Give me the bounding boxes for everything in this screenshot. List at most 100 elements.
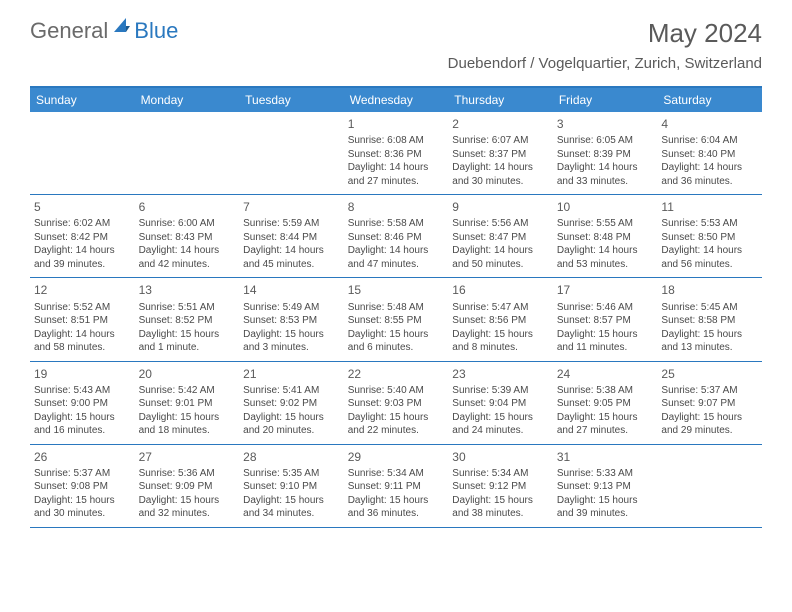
day-info-line: Sunrise: 5:53 AM: [661, 217, 758, 231]
day-cell: 7Sunrise: 5:59 AMSunset: 8:44 PMDaylight…: [239, 195, 344, 277]
day-info-line: Daylight: 15 hours: [557, 411, 654, 425]
day-info-line: Sunset: 8:56 PM: [452, 314, 549, 328]
day-info-line: and 38 minutes.: [452, 507, 549, 521]
day-info-line: and 24 minutes.: [452, 424, 549, 438]
day-info-line: Daylight: 14 hours: [348, 244, 445, 258]
weekday-cell: Saturday: [657, 88, 762, 112]
day-info-line: Sunrise: 5:36 AM: [139, 467, 236, 481]
day-cell: [657, 445, 762, 527]
day-info-line: Sunset: 8:36 PM: [348, 148, 445, 162]
day-info-line: Sunset: 9:09 PM: [139, 480, 236, 494]
day-info-line: Sunrise: 5:37 AM: [661, 384, 758, 398]
day-info-line: Daylight: 15 hours: [243, 328, 340, 342]
day-info-line: and 1 minute.: [139, 341, 236, 355]
day-info-line: Sunrise: 5:56 AM: [452, 217, 549, 231]
day-info-line: Daylight: 14 hours: [34, 244, 131, 258]
day-info-line: Sunset: 8:57 PM: [557, 314, 654, 328]
day-info-line: Daylight: 15 hours: [661, 328, 758, 342]
day-number: 1: [348, 116, 445, 132]
day-info-line: Sunset: 9:12 PM: [452, 480, 549, 494]
day-info-line: Sunset: 8:44 PM: [243, 231, 340, 245]
day-cell: 8Sunrise: 5:58 AMSunset: 8:46 PMDaylight…: [344, 195, 449, 277]
day-info-line: Sunrise: 5:49 AM: [243, 301, 340, 315]
day-info-line: Daylight: 14 hours: [348, 161, 445, 175]
day-cell: 21Sunrise: 5:41 AMSunset: 9:02 PMDayligh…: [239, 362, 344, 444]
day-info-line: and 45 minutes.: [243, 258, 340, 272]
day-info-line: and 53 minutes.: [557, 258, 654, 272]
day-info-line: Sunrise: 5:42 AM: [139, 384, 236, 398]
day-info-line: Daylight: 14 hours: [661, 244, 758, 258]
day-info-line: Sunset: 9:02 PM: [243, 397, 340, 411]
day-info-line: Sunset: 8:58 PM: [661, 314, 758, 328]
day-info-line: Sunrise: 5:33 AM: [557, 467, 654, 481]
weekday-cell: Sunday: [30, 88, 135, 112]
day-info-line: Daylight: 15 hours: [452, 494, 549, 508]
day-cell: 30Sunrise: 5:34 AMSunset: 9:12 PMDayligh…: [448, 445, 553, 527]
day-cell: 26Sunrise: 5:37 AMSunset: 9:08 PMDayligh…: [30, 445, 135, 527]
day-info-line: Daylight: 15 hours: [661, 411, 758, 425]
logo-sail-icon: [112, 16, 132, 39]
day-number: 19: [34, 366, 131, 382]
day-info-line: Sunrise: 5:51 AM: [139, 301, 236, 315]
day-number: 7: [243, 199, 340, 215]
day-info-line: Sunset: 8:53 PM: [243, 314, 340, 328]
day-info-line: Daylight: 14 hours: [452, 244, 549, 258]
location-text: Duebendorf / Vogelquartier, Zurich, Swit…: [448, 55, 762, 72]
day-number: 28: [243, 449, 340, 465]
day-cell: [239, 112, 344, 194]
day-cell: 19Sunrise: 5:43 AMSunset: 9:00 PMDayligh…: [30, 362, 135, 444]
day-cell: 22Sunrise: 5:40 AMSunset: 9:03 PMDayligh…: [344, 362, 449, 444]
day-info-line: Sunrise: 5:43 AM: [34, 384, 131, 398]
calendar: SundayMondayTuesdayWednesdayThursdayFrid…: [30, 86, 762, 528]
day-info-line: Sunset: 9:04 PM: [452, 397, 549, 411]
day-cell: 11Sunrise: 5:53 AMSunset: 8:50 PMDayligh…: [657, 195, 762, 277]
header: General Blue May 2024 Duebendorf / Vogel…: [0, 0, 792, 78]
day-number: 10: [557, 199, 654, 215]
day-number: 30: [452, 449, 549, 465]
day-cell: 10Sunrise: 5:55 AMSunset: 8:48 PMDayligh…: [553, 195, 658, 277]
day-info-line: Sunset: 9:13 PM: [557, 480, 654, 494]
day-info-line: and 32 minutes.: [139, 507, 236, 521]
day-info-line: Sunset: 9:11 PM: [348, 480, 445, 494]
day-cell: 9 Sunrise: 5:56 AMSunset: 8:47 PMDaylight…: [448, 195, 553, 277]
day-number: 12: [34, 282, 131, 298]
day-info-line: and 18 minutes.: [139, 424, 236, 438]
day-cell: [135, 112, 240, 194]
day-cell: 24Sunrise: 5:38 AMSunset: 9:05 PMDayligh…: [553, 362, 658, 444]
day-number: 17: [557, 282, 654, 298]
day-cell: 25Sunrise: 5:37 AMSunset: 9:07 PMDayligh…: [657, 362, 762, 444]
day-cell: 12Sunrise: 5:52 AMSunset: 8:51 PMDayligh…: [30, 278, 135, 360]
day-info-line: Daylight: 15 hours: [557, 494, 654, 508]
day-info-line: Sunset: 8:46 PM: [348, 231, 445, 245]
day-cell: 27 Sunrise: 5:36 AMSunset: 9:09 PMDayligh…: [135, 445, 240, 527]
day-info-line: Daylight: 15 hours: [557, 328, 654, 342]
day-info-line: Sunrise: 5:48 AM: [348, 301, 445, 315]
day-number: 9: [452, 199, 549, 215]
day-number: 25: [661, 366, 758, 382]
day-cell: 17 Sunrise: 5:46 AMSunset: 8:57 PMDayligh…: [553, 278, 658, 360]
day-info-line: Sunrise: 5:46 AM: [557, 301, 654, 315]
day-cell: 5Sunrise: 6:02 AMSunset: 8:42 PMDaylight…: [30, 195, 135, 277]
day-info-line: and 11 minutes.: [557, 341, 654, 355]
week-row: 26Sunrise: 5:37 AMSunset: 9:08 PMDayligh…: [30, 445, 762, 528]
day-number: 2: [452, 116, 549, 132]
day-info-line: Daylight: 14 hours: [661, 161, 758, 175]
title-block: May 2024 Duebendorf / Vogelquartier, Zur…: [448, 18, 762, 72]
day-info-line: Sunset: 8:37 PM: [452, 148, 549, 162]
day-info-line: and 34 minutes.: [243, 507, 340, 521]
day-info-line: Sunset: 8:52 PM: [139, 314, 236, 328]
day-info-line: Daylight: 14 hours: [557, 161, 654, 175]
day-number: 27: [139, 449, 236, 465]
day-info-line: Daylight: 14 hours: [452, 161, 549, 175]
day-number: 18: [661, 282, 758, 298]
day-number: 4: [661, 116, 758, 132]
day-info-line: and 47 minutes.: [348, 258, 445, 272]
week-row: 1Sunrise: 6:08 AMSunset: 8:36 PMDaylight…: [30, 112, 762, 195]
day-info-line: Daylight: 15 hours: [139, 494, 236, 508]
day-info-line: Sunset: 8:47 PM: [452, 231, 549, 245]
day-info-line: Sunset: 9:05 PM: [557, 397, 654, 411]
day-number: 31: [557, 449, 654, 465]
day-info-line: Sunrise: 5:38 AM: [557, 384, 654, 398]
logo-text-2: Blue: [134, 18, 178, 44]
day-cell: 31 Sunrise: 5:33 AMSunset: 9:13 PMDayligh…: [553, 445, 658, 527]
